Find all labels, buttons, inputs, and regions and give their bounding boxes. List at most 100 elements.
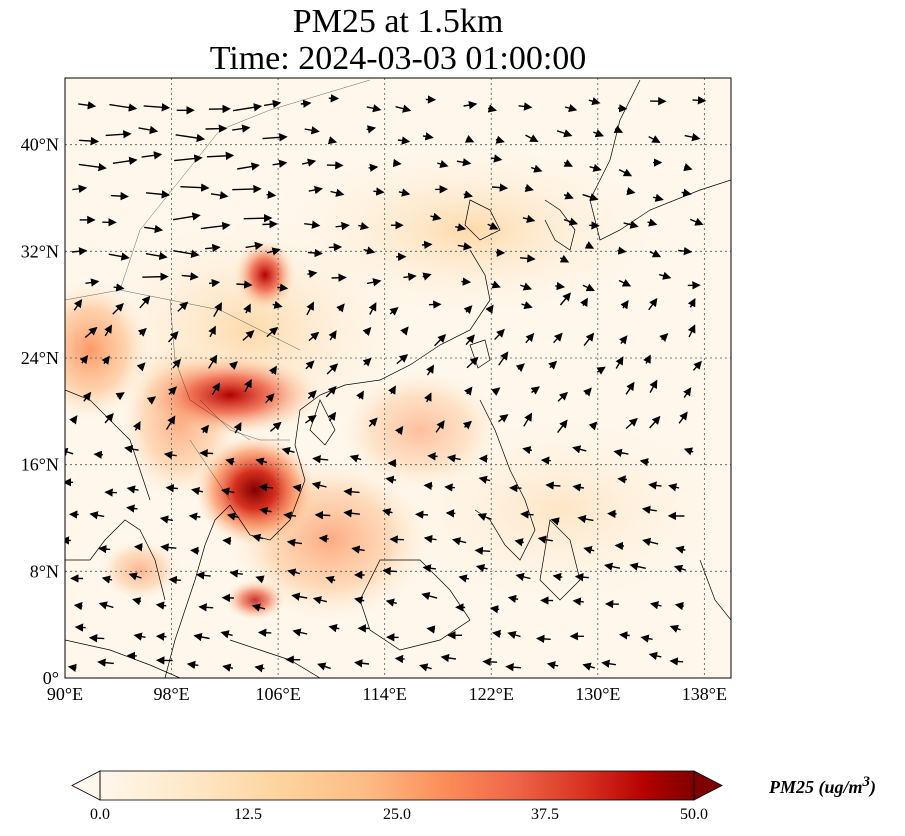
wind-vector-arrow: [583, 546, 595, 555]
wind-vector-arrow: [520, 282, 533, 291]
wind-vector-arrow: [475, 563, 488, 573]
wind-vector-arrow: [489, 605, 500, 614]
wind-vector-arrow: [648, 297, 658, 311]
wind-vector-arrow: [331, 273, 347, 282]
colorbar-tick-label: 25.0: [383, 806, 411, 823]
wind-vector-arrow: [265, 393, 275, 404]
wind-vector-arrow: [213, 302, 222, 317]
y-tick-label: 8°N: [30, 561, 59, 581]
wind-vector-arrow: [465, 334, 475, 346]
wind-vector-arrow: [98, 601, 114, 610]
y-tick-label: 40°N: [21, 135, 59, 155]
wind-vector-arrow: [596, 366, 606, 375]
wind-vector-arrow: [490, 154, 503, 163]
wind-vector-arrow: [397, 136, 411, 145]
wind-vector-arrow: [458, 574, 470, 583]
wind-vector-arrow: [266, 190, 277, 199]
colorbar-gradient: [100, 771, 694, 800]
wind-vector-arrow: [466, 356, 479, 369]
wind-vector-arrow: [546, 661, 559, 670]
x-tick-label: 138°E: [682, 684, 727, 704]
wind-vector-arrow: [649, 601, 662, 610]
wind-vector-arrow: [363, 246, 376, 255]
wind-vector-arrow: [675, 545, 686, 554]
wind-vector-arrow: [629, 562, 646, 571]
wind-vector-arrow: [112, 156, 138, 166]
wind-vector-arrow: [681, 188, 692, 197]
wind-vector-arrow: [572, 445, 587, 454]
wind-vector-arrow: [69, 415, 78, 425]
wind-vector-arrow: [669, 624, 681, 633]
y-tick-label: 24°N: [21, 348, 59, 368]
wind-vector-arrow: [358, 221, 370, 231]
wind-vector-arrow: [268, 365, 277, 375]
wind-vector-arrow: [301, 158, 317, 167]
wind-vector-arrow: [222, 536, 232, 546]
wind-vector-arrow: [232, 103, 263, 112]
wind-vector-arrow: [198, 603, 214, 612]
wind-vector-arrow: [580, 297, 588, 307]
wind-vector-arrow: [325, 575, 336, 584]
wind-vector-arrow: [137, 327, 147, 337]
wind-vector-arrow: [71, 247, 88, 256]
wind-vector-arrow: [385, 475, 397, 484]
wind-vector-arrow: [620, 300, 629, 310]
wind-vector-arrow: [555, 281, 566, 291]
wind-vector-arrow: [487, 222, 499, 230]
wind-vector-arrow: [642, 537, 659, 547]
wind-vector-arrow: [168, 386, 177, 396]
wind-vector-arrow: [109, 103, 138, 112]
wind-vector-arrow: [177, 301, 189, 312]
wind-vector-arrow: [243, 303, 251, 314]
wind-vector-arrow: [163, 450, 177, 460]
hotspot-sichuan: [235, 240, 295, 310]
wind-vector-arrow: [93, 450, 103, 459]
wind-vector-arrow: [314, 510, 331, 520]
wind-vector-arrow: [584, 241, 595, 249]
wind-vector-arrow: [588, 421, 598, 431]
wind-vector-arrow: [225, 457, 235, 466]
wind-vector-arrow: [155, 601, 167, 610]
wind-vector-arrow: [618, 278, 632, 287]
wind-vector-arrow: [368, 417, 378, 427]
colorbar-tick-label: 12.5: [234, 806, 262, 823]
y-tick-label: 16°N: [21, 455, 59, 475]
wind-vector-arrow: [343, 509, 360, 518]
wind-vector-arrow: [659, 333, 669, 342]
wind-vector-arrow: [328, 242, 343, 252]
wind-vector-arrow: [423, 481, 433, 491]
wind-vector-arrow: [206, 151, 235, 161]
wind-vector-arrow: [687, 324, 696, 338]
x-tick-label: 90°E: [47, 684, 83, 704]
wind-vector-arrow: [354, 596, 365, 605]
wind-vector-arrow: [582, 662, 595, 671]
wind-vector-arrow: [455, 223, 467, 232]
wind-vector-arrow: [494, 328, 505, 340]
wind-vector-arrow: [139, 295, 151, 309]
wind-vector-arrow: [457, 242, 473, 251]
wind-vector-arrow: [78, 101, 97, 110]
wind-vector-arrow: [351, 545, 365, 554]
wind-vector-arrow: [165, 484, 178, 493]
wind-vector-arrow: [305, 415, 317, 424]
wind-vector-arrow: [167, 331, 179, 343]
x-tick-label: 114°E: [362, 684, 407, 704]
wind-vector-arrow: [124, 444, 139, 454]
wind-vector-arrow: [128, 572, 142, 581]
wind-vector-arrow: [160, 543, 177, 552]
wind-vector-arrow: [649, 415, 661, 429]
wind-vector-arrow: [82, 391, 92, 402]
wind-vector-arrow: [537, 535, 553, 544]
wind-vector-arrow: [143, 103, 171, 112]
wind-vectors: [65, 94, 707, 673]
map-title: PM25 at 1.5km: [292, 3, 504, 40]
wind-vector-arrow: [272, 159, 288, 168]
wind-vector-arrow: [145, 190, 171, 199]
wind-vector-arrow: [101, 575, 113, 584]
wind-vector-arrow: [525, 134, 539, 143]
wind-vector-arrow: [617, 104, 628, 113]
wind-vector-arrow: [522, 214, 536, 223]
wind-vector-arrow: [327, 411, 337, 422]
wind-vector-arrow: [291, 592, 308, 601]
wind-vector-arrow: [421, 591, 438, 601]
